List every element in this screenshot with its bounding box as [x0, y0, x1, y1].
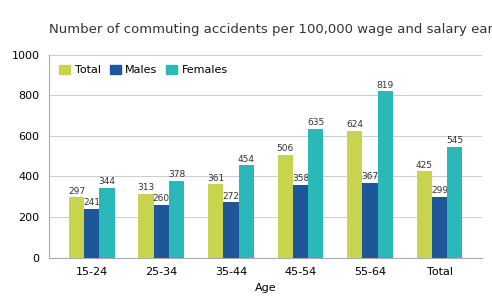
Bar [154, 205, 169, 258]
Text: 506: 506 [277, 144, 294, 153]
Text: 272: 272 [222, 192, 240, 201]
Text: 367: 367 [361, 172, 379, 181]
Text: 635: 635 [307, 118, 324, 127]
Bar [417, 171, 432, 258]
Bar [99, 188, 115, 258]
Text: 297: 297 [68, 187, 85, 196]
Text: 545: 545 [446, 136, 463, 145]
Bar [223, 202, 239, 258]
Text: 361: 361 [207, 174, 224, 183]
Bar [347, 131, 362, 258]
Text: 819: 819 [377, 81, 394, 90]
Text: 241: 241 [83, 198, 100, 207]
Bar [239, 165, 254, 258]
X-axis label: Age: Age [255, 283, 277, 293]
Text: 358: 358 [292, 174, 309, 183]
Text: 624: 624 [346, 120, 363, 129]
Bar [293, 185, 308, 258]
Bar [378, 91, 393, 258]
Bar [277, 155, 293, 258]
Text: 313: 313 [137, 183, 154, 192]
Bar [84, 209, 99, 258]
Text: Number of commuting accidents per 100,000 wage and salary earners: Number of commuting accidents per 100,00… [49, 23, 492, 36]
Bar [208, 184, 223, 258]
Text: 344: 344 [98, 177, 116, 186]
Text: 454: 454 [238, 155, 255, 164]
Bar [308, 129, 323, 258]
Bar [447, 147, 462, 258]
Text: 299: 299 [431, 186, 448, 195]
Legend: Total, Males, Females: Total, Males, Females [55, 60, 232, 79]
Bar [362, 183, 378, 258]
Text: 378: 378 [168, 170, 185, 179]
Text: 425: 425 [416, 161, 433, 170]
Bar [69, 197, 84, 258]
Bar [169, 181, 184, 258]
Bar [432, 197, 447, 258]
Bar [138, 194, 154, 258]
Text: 260: 260 [153, 194, 170, 203]
